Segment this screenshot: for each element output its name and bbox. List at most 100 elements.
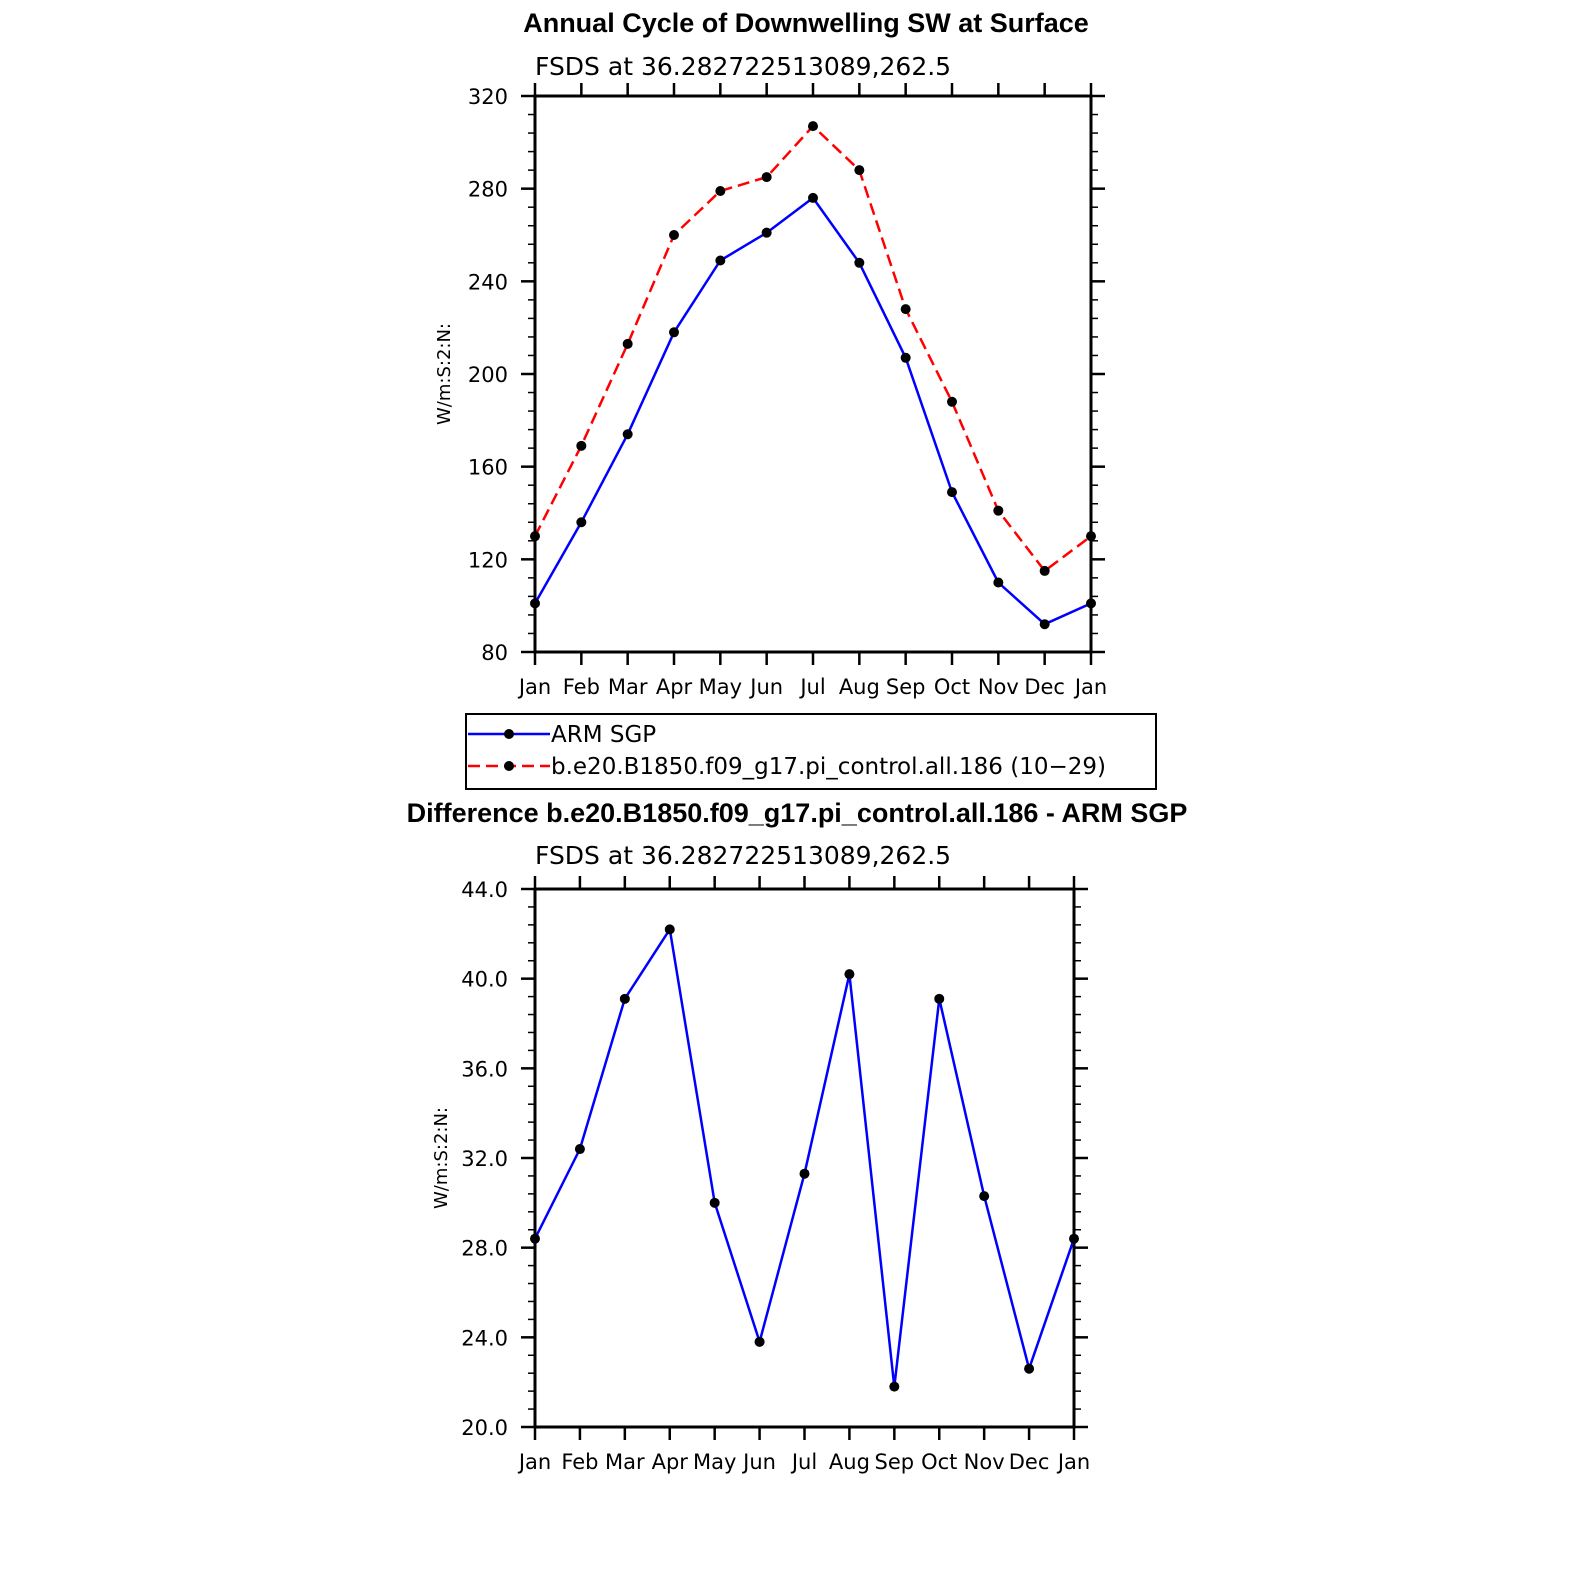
y-axis-label: W/m:S:2:N: [434,323,455,425]
legend-entry-model: b.e20.B1850.f09_g17.pi_control.all.186 (… [468,754,1106,780]
x-tick-label: Jan [1073,675,1107,699]
x-tick-label: Feb [563,675,600,699]
series-0-point [709,1197,720,1208]
series-line-0 [533,928,1076,1388]
series-0-point [574,1144,585,1155]
series-0-point [754,1336,765,1347]
x-tick-label: Sep [875,1450,915,1474]
x-tick-label: Apr [656,675,693,699]
y-tick-label: 44.0 [461,878,508,902]
series-0-point [622,429,633,440]
chart-bottom-plot: Jan Feb Mar Apr May Jun Jul Aug Sep Oct Nov Dec Jan2… [431,876,1090,1474]
chart-bottom-subtitle: FSDS at 36.282722513089,262.5 [535,841,951,870]
legend: ARM SGP b.e20.B1850.f09_g17.pi_control.a… [465,713,1157,790]
y-tick-label: 240 [468,270,508,294]
x-tick-label: Apr [652,1450,689,1474]
y-tick-label: 320 [468,85,508,109]
series-1-point [530,531,540,542]
x-tick-label: Sep [886,675,926,699]
series-1-point [993,505,1004,516]
legend-label-model: b.e20.B1850.f09_g17.pi_control.all.186 (… [551,754,1106,780]
y-tick-label: 200 [468,363,508,387]
series-1-point [1039,565,1050,576]
y-tick-label: 20.0 [461,1416,508,1440]
x-tick-label: May [693,1450,736,1474]
x-tick-label: Mar [608,675,648,699]
series-0-point [761,227,772,238]
series-line-1 [533,124,1092,573]
x-tick-label: Jun [748,675,783,699]
legend-box [465,713,1157,790]
legend-marker-model [504,761,514,771]
series-1-point [715,185,726,196]
x-tick-label: May [699,675,742,699]
series-0-point [854,257,865,268]
y-tick-label: 36.0 [461,1057,508,1081]
series-0-point [934,993,945,1004]
series-0-point [715,255,726,266]
x-tick-label: Jul [790,1450,817,1474]
series-1-point [900,304,911,315]
plot-frame [533,94,1093,654]
y-axis-label: W/m:S:2:N: [431,1107,452,1209]
x-tick-label: Jul [798,675,825,699]
series-1-point [947,396,957,407]
series-1-point [808,121,818,132]
x-tick-label: Jun [741,1450,776,1474]
x-tick-label: Jan [517,675,551,699]
series-0-point [889,1381,900,1392]
series-0-point [993,577,1004,588]
chart-bottom-title: Difference b.e20.B1850.f09_g17.pi_contro… [407,798,1188,828]
chart-top-title: Annual Cycle of Downwelling SW at Surfac… [523,8,1089,38]
series-0-point [844,969,855,980]
chart-top: Annual Cycle of Downwelling SW at Surfac… [434,8,1157,790]
chart-bottom: Difference b.e20.B1850.f09_g17.pi_contro… [407,798,1188,1474]
chart-top-plot: Jan Feb Mar Apr May Jun Jul Aug Sep Oct Nov Dec Jan 8… [434,83,1107,699]
series-1-point [669,230,679,240]
x-tick-label: Feb [561,1450,598,1474]
legend-label-arm-sgp: ARM SGP [551,722,656,748]
legend-entry-arm-sgp: ARM SGP [468,722,656,748]
series-0-point [799,1168,810,1179]
series-0-point [1039,619,1050,630]
series-0-point [1086,598,1096,609]
series-1-point [761,172,772,183]
series-line-0 [533,196,1092,626]
y-tick-label: 40.0 [461,968,508,992]
x-tick-label: Aug [839,675,880,699]
x-tick-label: Jan [517,1450,551,1474]
series-0-point [664,924,675,935]
x-tick-label: Dec [1009,1450,1050,1474]
series-1-point [1086,531,1096,542]
series-0-point [619,993,630,1004]
x-tick-label: Mar [605,1450,645,1474]
y-tick-label: 24.0 [461,1326,508,1350]
chart-top-subtitle: FSDS at 36.282722513089,262.5 [535,52,951,81]
x-tick-label: Oct [921,1450,957,1474]
series-0-point [1024,1363,1035,1374]
plot-frame [533,887,1076,1429]
series-0-point [900,352,911,363]
x-tick-label: Nov [978,675,1019,699]
x-tick-label: Dec [1024,675,1065,699]
series-0-point [947,487,957,498]
y-tick-label: 80 [481,641,508,665]
series-1-point [576,440,587,451]
x-tick-label: Aug [829,1450,870,1474]
series-0-point [1069,1233,1079,1244]
series-0-point [576,517,587,528]
y-tick-label: 32.0 [461,1147,508,1171]
y-tick-label: 280 [468,178,508,202]
y-tick-label: 120 [468,548,508,572]
series-0-point [979,1191,990,1202]
x-tick-label: Oct [934,675,970,699]
series-1-point [854,165,865,176]
series-0-point [808,192,818,203]
x-tick-label: Nov [964,1450,1005,1474]
series-0-point [669,327,679,338]
legend-marker-arm-sgp [504,729,514,739]
series-1-point [622,338,633,349]
y-tick-label: 160 [468,456,508,480]
x-tick-label: Jan [1056,1450,1090,1474]
